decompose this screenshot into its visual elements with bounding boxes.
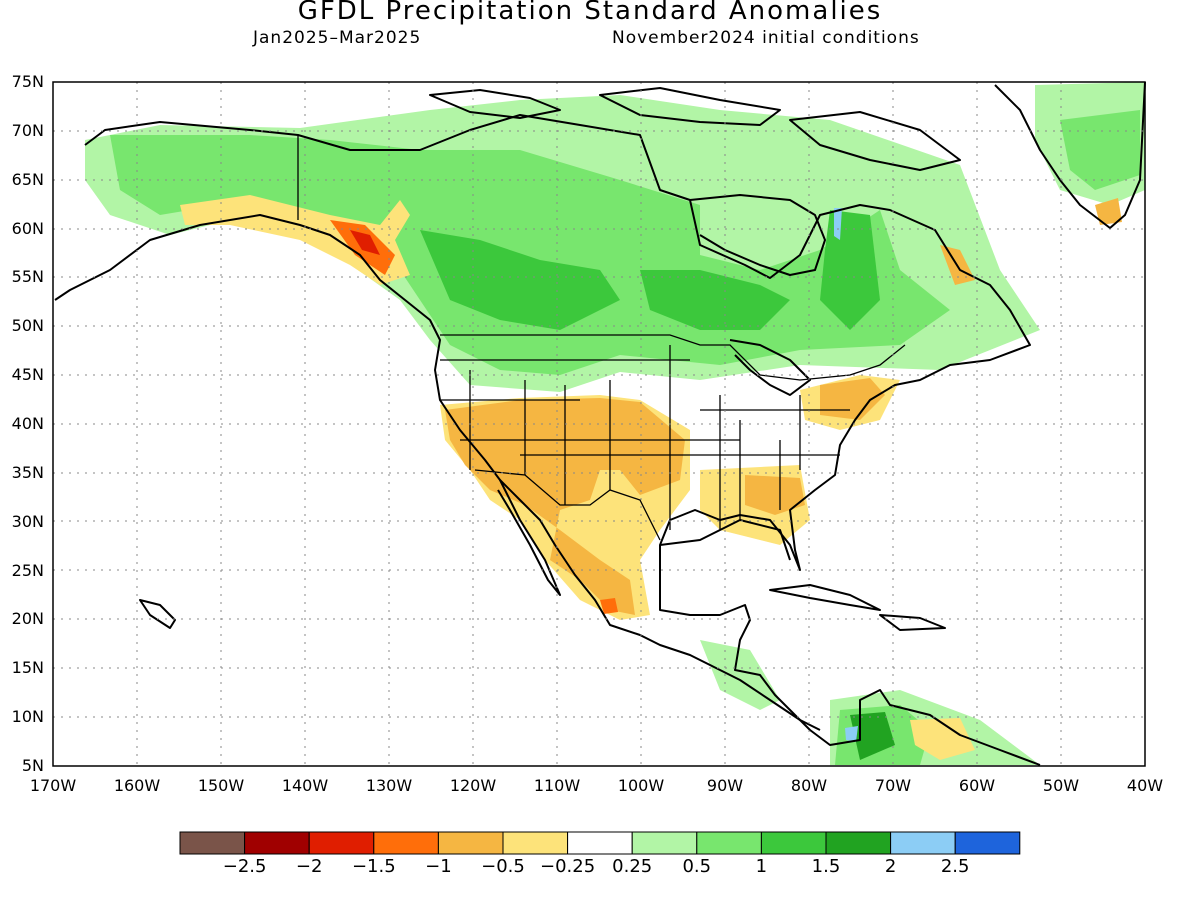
lon-label: 140W <box>281 776 329 795</box>
dry-anomaly-southwest-core <box>445 398 685 615</box>
north-america-coastline <box>84 114 1041 766</box>
colorbar-tick-label: −2.5 <box>222 856 267 877</box>
baja-coastline <box>497 479 561 596</box>
forecast-period: Jan2025–Mar2025 <box>253 28 422 48</box>
anomaly-shading <box>85 82 1145 765</box>
lon-label: 40W <box>1126 776 1164 795</box>
colorbar-tick-label: 2.5 <box>940 856 970 877</box>
lon-label: 160W <box>113 776 161 795</box>
colorbar-tick-label: 1 <box>755 856 768 877</box>
lat-label: 40N <box>11 414 44 433</box>
lat-label: 15N <box>11 658 44 678</box>
colorbar-swatch <box>631 831 698 855</box>
colorbar-tick-label: −1.5 <box>351 856 396 877</box>
wet-anomaly-quebec <box>820 210 880 330</box>
colorbar-swatch <box>308 831 375 855</box>
lat-label: 45N <box>11 365 44 385</box>
lat-label: 75N <box>11 72 44 91</box>
map-frame <box>52 81 1146 767</box>
colorbar-tick-label: 2 <box>884 856 897 877</box>
lon-label: 170W <box>29 776 77 795</box>
hispaniola <box>879 614 946 631</box>
lon-label: 70W <box>874 776 912 795</box>
colorbar-swatch <box>890 831 956 855</box>
us-states <box>440 345 850 530</box>
colorbar-swatch <box>760 831 827 855</box>
dry-anomaly-gulf-ak <box>180 195 410 285</box>
colorbar-swatch <box>696 831 762 855</box>
colorbar-tick-label: −1 <box>425 856 452 877</box>
arctic-islands-3 <box>789 111 961 171</box>
lon-label: 130W <box>365 776 413 795</box>
colorbar-tick-label: −2 <box>295 856 323 877</box>
lon-label: 100W <box>617 776 665 795</box>
colorbar-tick-label: −0.5 <box>481 856 525 877</box>
dry-anomaly-mexico <box>600 598 618 614</box>
lon-label: 110W <box>533 776 581 795</box>
arctic-islands-1 <box>429 89 561 119</box>
wet-anomaly-greenland-mid <box>1060 110 1140 190</box>
wet-anomaly-sa-blue <box>845 726 858 742</box>
cuba <box>769 584 881 611</box>
coastlines <box>54 81 1146 766</box>
us-canada-border <box>440 334 906 381</box>
lat-label: 50N <box>11 316 44 336</box>
wet-anomaly-hudson-blue <box>834 208 842 240</box>
colorbar-swatch <box>373 831 439 855</box>
hudson-bay <box>689 194 826 276</box>
lon-label: 150W <box>197 776 245 795</box>
lat-label: 35N <box>11 462 44 482</box>
colorbar-swatch <box>954 831 1021 855</box>
lat-label: 30N <box>11 511 44 531</box>
colorbar-swatch <box>502 831 569 855</box>
lat-lon-grid <box>53 82 1145 766</box>
colorbar-tick-label: −0.25 <box>540 856 596 877</box>
lon-label: 50W <box>1042 776 1080 795</box>
wet-anomaly-core-west <box>420 230 620 330</box>
colorbar-tick-label: 0.5 <box>682 856 712 877</box>
lon-label: 120W <box>449 776 497 795</box>
dry-anomaly-bc-red <box>350 230 380 255</box>
colorbar-tick-label: 1.5 <box>811 856 841 877</box>
colorbar-swatch <box>567 831 633 855</box>
initial-conditions: November2024 initial conditions <box>612 28 920 48</box>
political-borders <box>297 135 906 541</box>
lat-label: 20N <box>11 609 44 629</box>
colorbar-swatch <box>437 831 504 855</box>
wet-anomaly-sa-core <box>850 712 895 760</box>
dry-anomaly-sa <box>910 718 975 760</box>
lat-label: 70N <box>11 120 44 140</box>
lat-label: 65N <box>11 169 44 189</box>
great-lakes <box>729 339 811 396</box>
west-coastline <box>54 214 821 731</box>
lat-label: 5N <box>21 756 44 775</box>
lon-label: 80W <box>790 776 828 795</box>
lat-label: 25N <box>11 560 44 580</box>
lon-label: 90W <box>706 776 744 795</box>
lat-label: 60N <box>11 218 44 238</box>
colorbar-swatch <box>179 831 246 855</box>
colorbar-tick-label: 0.25 <box>612 856 653 877</box>
arctic-islands-2 <box>599 87 781 126</box>
colorbar <box>179 831 1021 855</box>
lon-label: 60W <box>958 776 996 795</box>
lat-label: 55N <box>11 267 44 287</box>
colorbar-swatch <box>825 831 892 855</box>
colorbar-swatch <box>244 831 310 855</box>
lat-label: 10N <box>11 707 44 727</box>
greenland-coastline <box>994 81 1146 229</box>
hawaii <box>139 599 176 629</box>
wet-anomaly-core-east <box>640 270 790 330</box>
dry-anomaly-southeast-core <box>745 475 805 515</box>
dry-anomaly-greenland-s <box>1095 198 1122 225</box>
map-title: GFDL Precipitation Standard Anomalies <box>297 0 883 26</box>
